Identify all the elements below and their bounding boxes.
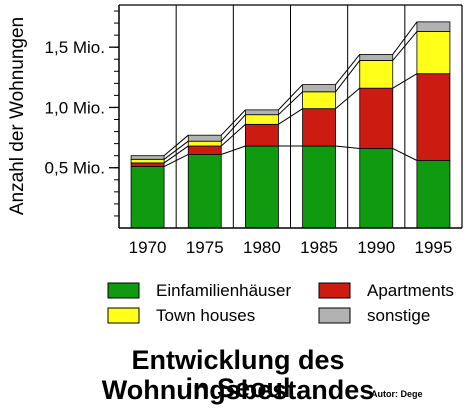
x-ticks: 1970 1975 1980 1985 1990 1995	[129, 238, 453, 257]
connector-line	[163, 145, 189, 164]
connector-line	[392, 21, 418, 55]
bar-segment	[187, 140, 222, 147]
legend-label: Einfamilienhäuser	[156, 281, 291, 300]
bar-segment	[416, 31, 451, 75]
bar-segment	[416, 73, 451, 161]
x-tick-label: 1975	[186, 238, 224, 257]
bar-segment	[416, 21, 451, 32]
bar-segment	[302, 145, 336, 229]
connector-line	[335, 145, 360, 149]
connector-line	[278, 91, 303, 116]
bar-segment	[130, 166, 165, 229]
x-tick-label: 1995	[415, 238, 453, 257]
bar-segment	[187, 134, 222, 142]
legend-label: Apartments	[367, 281, 454, 300]
y-ticks: 0,5 Mio. 1,0 Mio. 1,5 Mio.	[45, 10, 119, 217]
x-tick-label: 1990	[357, 238, 395, 257]
bar-segment	[359, 60, 394, 89]
x-tick-label: 1980	[243, 238, 281, 257]
x-tick-label: 1985	[300, 238, 338, 257]
legend-swatch	[318, 307, 351, 324]
bar-segment	[359, 54, 394, 61]
connector-line	[163, 140, 189, 160]
connector-line	[220, 123, 246, 147]
bar-segment	[245, 145, 279, 229]
chart-title-line-1: Entwicklung des Wohnungsbestandes	[101, 345, 375, 405]
connector-line	[335, 60, 361, 93]
connector-line	[278, 108, 303, 125]
legend-label: Town houses	[156, 306, 255, 325]
legend: Einfamilienhäuser Apartments Town houses so…	[107, 281, 454, 325]
bar-segment	[245, 114, 279, 125]
bar-segment	[130, 155, 165, 160]
legend-swatch	[318, 282, 351, 299]
bar-segment	[245, 123, 279, 147]
bar-segment	[187, 154, 222, 229]
connector-line	[278, 84, 303, 111]
connector-line	[220, 114, 246, 142]
y-tick-label: 1,0 Mio.	[45, 98, 105, 117]
connector-line	[392, 147, 418, 161]
legend-swatch	[107, 307, 140, 324]
y-tick-label: 1,5 Mio.	[45, 38, 105, 57]
bar-segment	[302, 84, 336, 93]
connector-line	[335, 87, 361, 110]
author-credit: Autor: Dege	[371, 389, 423, 399]
legend-swatch	[107, 282, 140, 299]
connector-line	[335, 54, 361, 85]
axes	[118, 4, 463, 229]
connector-line	[163, 154, 189, 167]
bar-segment	[302, 91, 336, 110]
connector-line	[392, 31, 418, 61]
bar-segment	[302, 108, 336, 147]
x-tick-label: 1970	[129, 238, 167, 257]
bars	[130, 21, 451, 229]
connector-line	[392, 73, 418, 89]
y-tick-label: 0,5 Mio.	[45, 159, 105, 178]
y-axis-label: Anzahl der Wohnungen	[7, 17, 28, 215]
connector-line	[163, 134, 189, 157]
bar-segment	[130, 162, 165, 167]
stack-connector-lines	[163, 21, 418, 167]
connector-line	[221, 145, 246, 155]
bar-segment	[187, 145, 222, 155]
bar-segment	[359, 87, 394, 149]
bar-segment	[130, 158, 165, 164]
bar-segment	[416, 160, 451, 229]
bar-segment	[359, 148, 394, 229]
connector-line	[220, 109, 246, 136]
legend-label: sonstige	[367, 306, 430, 325]
chart-title-line-2: in Seoul	[185, 373, 291, 403]
bar-segment	[245, 109, 279, 116]
